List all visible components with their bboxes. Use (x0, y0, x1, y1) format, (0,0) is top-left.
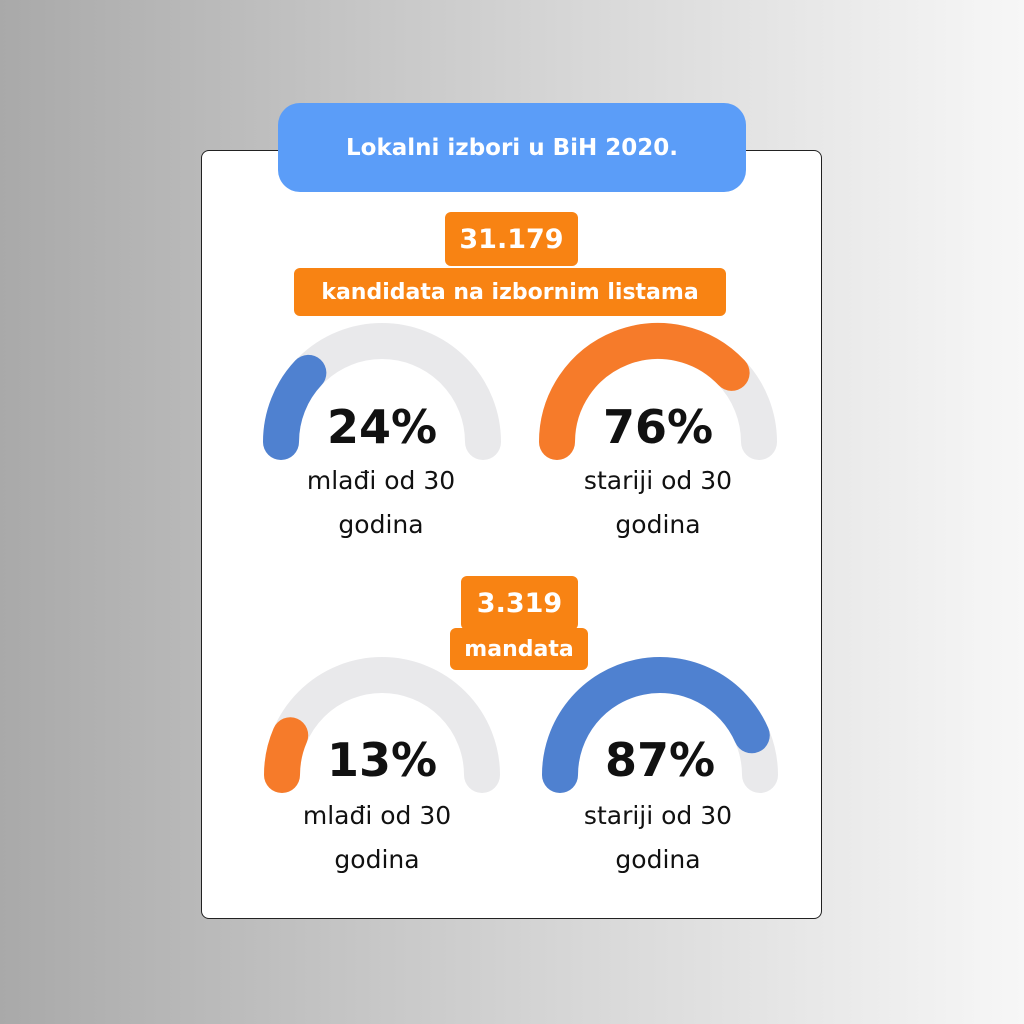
label-line: godina (615, 845, 701, 874)
mandates-count-badge: 3.319 (461, 576, 578, 630)
label-line: godina (338, 510, 424, 539)
candidates-count: 31.179 (459, 223, 564, 255)
label-line: stariji od 30 (583, 466, 733, 495)
mandates-count: 3.319 (476, 587, 563, 619)
gauge-category-label: mlađi od 30 godina (261, 459, 501, 547)
page-title: Lokalni izbori u BiH 2020. (346, 134, 678, 161)
gauge-older-candidates: 76% (539, 323, 777, 460)
label-line: mlađi od 30 (306, 466, 456, 495)
gauge-fill (264, 717, 309, 793)
gauge-young-candidates: 24% (263, 323, 501, 460)
gauge-category-label: stariji od 30 godina (538, 794, 778, 882)
candidates-subtitle: kandidata na izbornim listama (321, 279, 699, 305)
gauge-fill (542, 657, 770, 793)
gauge-value-label: 24% (327, 400, 437, 454)
label-line: stariji od 30 (583, 801, 733, 830)
title-banner: Lokalni izbori u BiH 2020. (278, 103, 746, 192)
gauge-fill (263, 354, 327, 460)
gauge-value-label: 87% (605, 733, 715, 787)
label-line: godina (615, 510, 701, 539)
mandates-subtitle-badge: mandata (450, 628, 588, 670)
gauge-older-mandates: 87% (542, 657, 778, 793)
gauge-value-label: 13% (327, 733, 437, 787)
mandates-subtitle: mandata (464, 636, 574, 662)
gauge-category-label: stariji od 30 godina (538, 459, 778, 547)
gauge-fill (539, 323, 750, 460)
gauge-value-label: 76% (603, 400, 713, 454)
gauge-young-mandates: 13% (264, 657, 500, 793)
label-line: godina (334, 845, 420, 874)
gauge-category-label: mlađi od 30 godina (257, 794, 497, 882)
candidates-subtitle-badge: kandidata na izbornim listama (294, 268, 726, 316)
label-line: mlađi od 30 (302, 801, 452, 830)
candidates-count-badge: 31.179 (445, 212, 578, 266)
